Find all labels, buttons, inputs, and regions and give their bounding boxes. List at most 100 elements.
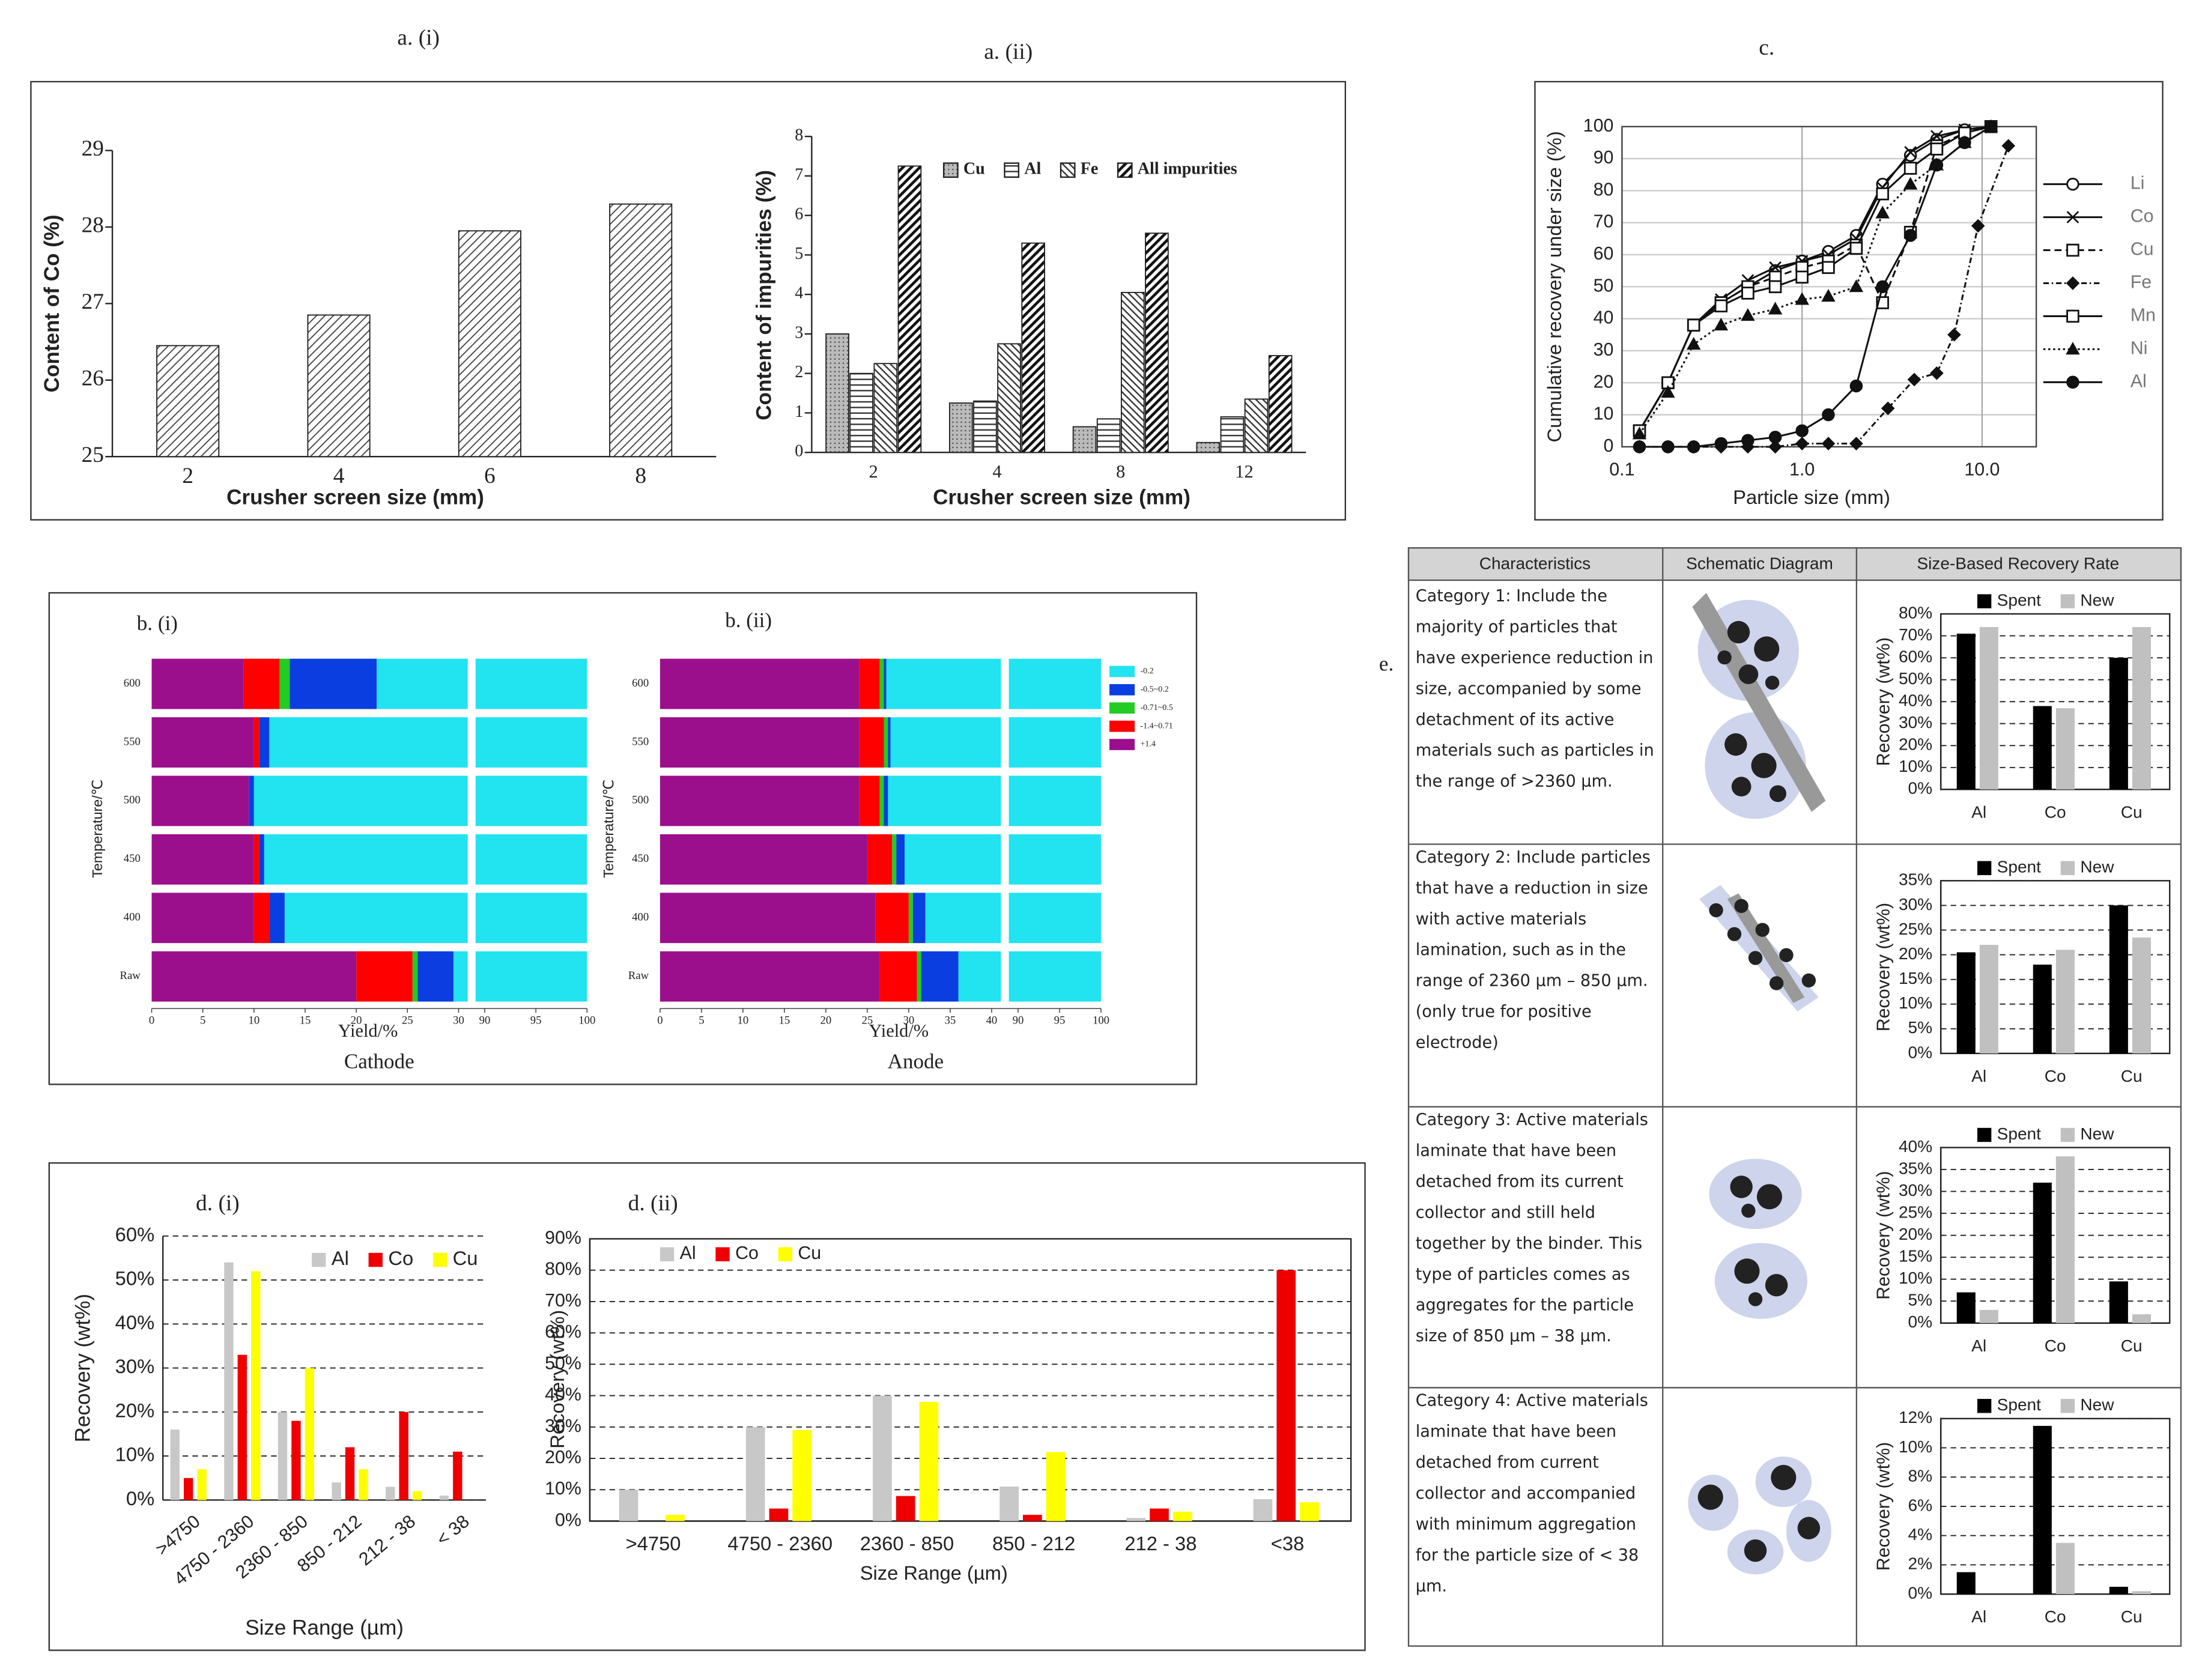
legend-swatch: [2060, 861, 2075, 875]
x-tick-label: 6: [484, 464, 496, 488]
marker: [1821, 289, 1836, 302]
y-tick-label: 15%: [1899, 969, 1932, 987]
particle: [1724, 733, 1747, 756]
legend-swatch: [2060, 1127, 2075, 1142]
bar: [745, 1427, 765, 1521]
current-collector: [1727, 893, 1805, 1003]
y-tick-label: 50: [1594, 275, 1614, 296]
bar-segment: [356, 951, 413, 1002]
y-tick-label: 12%: [1899, 1408, 1932, 1427]
legend-swatch: [1117, 162, 1133, 178]
x-axis-title: Crusher screen size (mm): [933, 486, 1190, 509]
bar-segment: [259, 717, 270, 768]
panel-label: e.: [1379, 652, 1394, 676]
x-tick-label: 8: [635, 464, 646, 488]
particle: [1779, 948, 1794, 962]
y-tick-label: 10%: [115, 1443, 154, 1466]
x-tick-label: Al: [1971, 1607, 1986, 1626]
bar-segment: [859, 717, 884, 768]
bar-segment: [921, 951, 959, 1002]
particle: [1727, 927, 1742, 941]
particle: [1771, 1464, 1797, 1490]
bar-segment: [888, 717, 891, 768]
y-tick-label: 30%: [1899, 713, 1932, 732]
marker: [2066, 342, 2080, 355]
bar: [305, 1368, 315, 1500]
bar: [251, 1271, 261, 1500]
marker: [1795, 292, 1809, 305]
y-axis-title: Content of Co (%): [40, 214, 64, 392]
bar: [156, 345, 220, 458]
x-tick-label: 100: [578, 1014, 595, 1026]
bar-segment: [377, 658, 587, 709]
y-tick-label: 80%: [545, 1259, 581, 1279]
y-tick-label: 0%: [555, 1509, 581, 1530]
bar-segment: [892, 834, 897, 885]
bar: [1300, 1502, 1319, 1521]
bar-segment: [151, 951, 357, 1002]
schematic: [1688, 593, 1831, 1575]
bar: [896, 1496, 915, 1521]
marker: [1661, 440, 1675, 453]
bar-segment: [151, 658, 244, 709]
table-cell: Category 4: Active materials laminate th…: [1416, 1390, 1648, 1595]
bar: [1046, 1452, 1066, 1521]
x-tick-label: 8: [1116, 461, 1125, 482]
bar: [2132, 937, 2151, 1054]
y-tick-label: 20%: [1899, 944, 1932, 963]
particle: [1730, 1175, 1753, 1198]
bar-segment: [859, 775, 880, 826]
panel-title: d. (i): [196, 1191, 240, 1216]
bar-segment: [884, 717, 888, 768]
bar: [2055, 1156, 2075, 1323]
panel-frame: [48, 592, 1198, 1085]
series-line: [1639, 126, 1991, 431]
x-tick-label: Cu: [2121, 1067, 2143, 1085]
bar-segment: [253, 717, 259, 768]
table-cell: Category 2: Include particles that have …: [1416, 847, 1651, 1052]
bar-segment: [958, 951, 1101, 1002]
y-tick-label: 10%: [1899, 757, 1932, 775]
marker: [1632, 426, 1647, 440]
marker: [1714, 318, 1729, 331]
bar-segment: [269, 717, 587, 768]
axis-break: [1001, 652, 1009, 1009]
table: [1407, 547, 2182, 1647]
panel-frame: [1534, 80, 2164, 521]
bar: [1126, 1518, 1146, 1521]
legend-label: Li: [2131, 173, 2145, 193]
x-tick-label: 100: [1093, 1014, 1109, 1026]
bar: [183, 1478, 193, 1500]
legend-label: Cu: [963, 160, 985, 178]
bar: [619, 1490, 638, 1521]
y-tick-label: 29: [82, 136, 104, 161]
axis-break: [467, 652, 476, 1009]
bar: [359, 1469, 368, 1500]
particle: [1709, 903, 1723, 918]
y-tick-label: 90: [1594, 147, 1614, 168]
y-tick-label: 0%: [1908, 1043, 1933, 1061]
y-tick-label: 450: [124, 852, 141, 865]
marker: [1903, 177, 1918, 190]
bar-segment: [879, 658, 884, 709]
legend-swatch: [312, 1252, 326, 1267]
marker: [1930, 366, 1944, 380]
plot-frame: [589, 1238, 1352, 1522]
y-tick-label: 2%: [1908, 1554, 1933, 1573]
y-tick-label: 70: [1594, 211, 1614, 232]
marker: [1633, 440, 1646, 453]
panel-title: a. (ii): [984, 40, 1033, 64]
y-tick-label: 550: [124, 735, 141, 748]
marker: [1687, 318, 1700, 332]
y-tick-label: 450: [632, 852, 649, 865]
bar-segment: [253, 834, 259, 885]
bar-segment: [264, 834, 587, 885]
bar: [609, 203, 673, 458]
legend-swatch: [1109, 720, 1135, 732]
particle: [1748, 1292, 1763, 1306]
particle: [1769, 785, 1786, 802]
y-tick-label: 40%: [115, 1311, 154, 1333]
marker: [1795, 424, 1809, 437]
y-tick-label: 5: [795, 244, 803, 263]
y-tick-label: 30%: [545, 1416, 581, 1436]
